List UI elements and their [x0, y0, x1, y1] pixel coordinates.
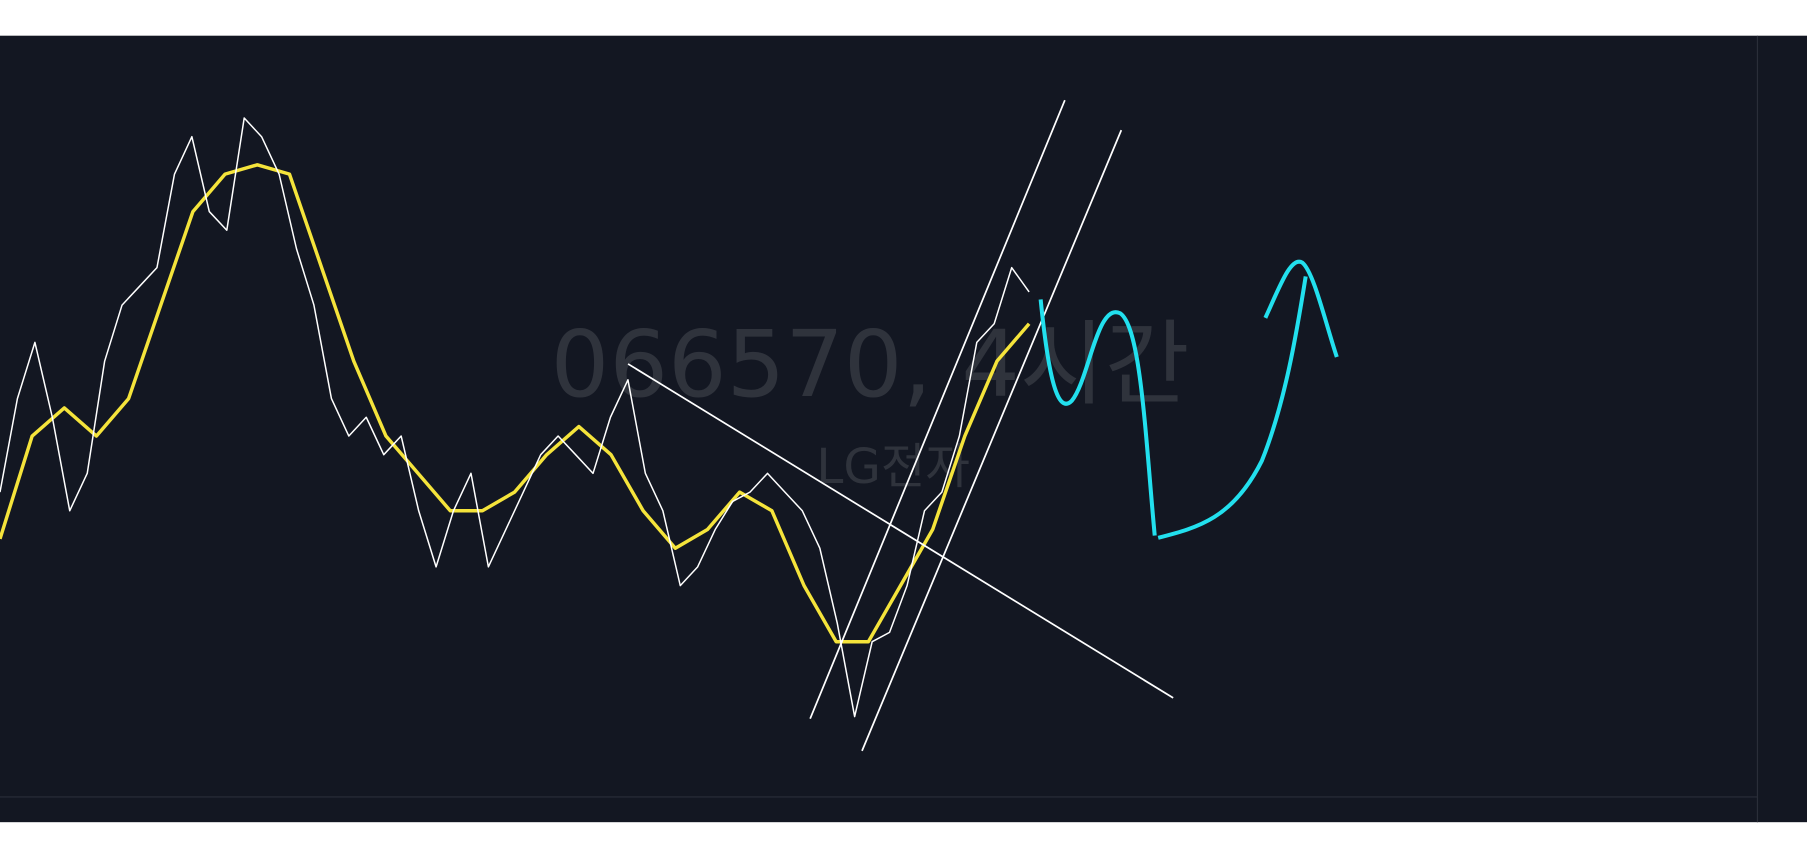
- brush-drawing: [1157, 276, 1308, 540]
- top-toolbar: [0, 0, 1807, 36]
- watermark-symbol: 066570, 4시간: [551, 310, 1190, 418]
- moving-average-line: [0, 163, 1031, 644]
- price-line: [0, 117, 1030, 718]
- trend-line: [809, 99, 1066, 719]
- trend-line: [627, 363, 1174, 699]
- bottom-toolbar: [0, 822, 1807, 858]
- brush-drawing: [1263, 259, 1339, 358]
- watermark: 066570, 4시간 LG전자: [551, 310, 1190, 495]
- trend-line: [861, 129, 1123, 752]
- brush-drawing: [1038, 299, 1157, 536]
- drawings: [627, 99, 1339, 752]
- plot: [0, 117, 1031, 718]
- chart-pane: [0, 35, 1807, 823]
